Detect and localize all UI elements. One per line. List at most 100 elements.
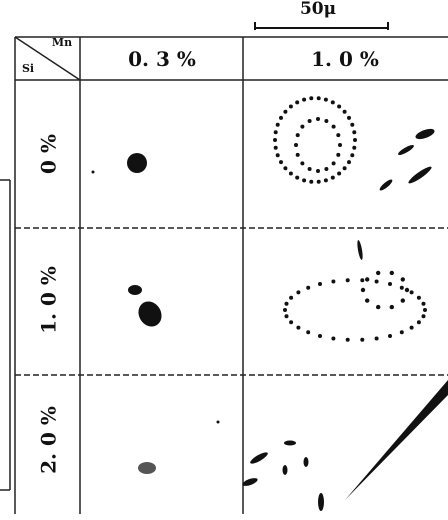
dot <box>375 280 379 284</box>
scale-bar-label: 50μ <box>300 0 336 19</box>
dot <box>276 153 280 157</box>
dot <box>390 305 394 309</box>
dot <box>331 337 335 341</box>
dot <box>316 117 320 121</box>
dot <box>283 308 287 312</box>
dot <box>401 298 405 302</box>
dot <box>283 166 287 170</box>
dot <box>289 296 293 300</box>
dot <box>388 282 392 286</box>
dot <box>417 320 421 324</box>
dot <box>302 178 306 182</box>
dot <box>300 125 304 129</box>
dot <box>401 277 405 281</box>
dot <box>388 334 392 338</box>
dot <box>294 143 298 147</box>
dot <box>296 153 300 157</box>
dot <box>289 320 293 324</box>
dot <box>331 176 335 180</box>
dot <box>317 180 321 184</box>
dot <box>365 298 369 302</box>
dot <box>346 338 350 342</box>
row-header: 1. 0 % <box>37 266 61 334</box>
dot <box>337 105 341 109</box>
dot <box>336 153 340 157</box>
dot <box>283 110 287 114</box>
dot <box>376 305 380 309</box>
dot <box>285 314 289 318</box>
dot <box>365 277 369 281</box>
dot <box>318 282 322 286</box>
dot <box>296 290 300 294</box>
dot <box>361 288 365 292</box>
dot <box>302 98 306 102</box>
row-header: 0 % <box>37 134 61 174</box>
dot <box>338 143 342 147</box>
dot <box>289 105 293 109</box>
dot <box>274 130 278 134</box>
dot <box>360 278 364 282</box>
dot <box>308 119 312 123</box>
dot <box>318 334 322 338</box>
dot <box>295 176 299 180</box>
dot <box>353 138 357 142</box>
dot <box>331 100 335 104</box>
dot <box>332 125 336 129</box>
dot <box>337 172 341 176</box>
dot <box>289 172 293 176</box>
dot <box>343 166 347 170</box>
dot <box>390 271 394 275</box>
dot <box>352 130 356 134</box>
micrograph <box>92 127 448 511</box>
dot <box>423 308 427 312</box>
dot <box>279 160 283 164</box>
dot <box>324 119 328 123</box>
dot <box>360 338 364 342</box>
dot <box>295 100 299 104</box>
dot <box>331 280 335 284</box>
dot <box>347 160 351 164</box>
dot <box>332 161 336 165</box>
dot <box>273 138 277 142</box>
dot <box>300 161 304 165</box>
bracket <box>0 180 10 490</box>
column-header: 0. 3 % <box>128 47 196 71</box>
dot <box>296 326 300 330</box>
dot <box>422 302 426 306</box>
dot <box>309 96 313 100</box>
dot <box>375 337 379 341</box>
micrograph-dots <box>273 96 427 342</box>
dot <box>422 314 426 318</box>
dot <box>316 169 320 173</box>
dot <box>306 330 310 334</box>
dot <box>352 146 356 150</box>
dot <box>347 116 351 120</box>
dot <box>309 180 313 184</box>
dot <box>410 290 414 294</box>
grid <box>15 37 448 514</box>
dot <box>400 286 404 290</box>
dot <box>306 286 310 290</box>
dot <box>276 123 280 127</box>
dot <box>324 98 328 102</box>
mn-label: Mn <box>52 36 72 49</box>
column-header: 1. 0 % <box>311 47 379 71</box>
dot <box>317 96 321 100</box>
dot <box>343 110 347 114</box>
row-header: 2. 0 % <box>37 406 61 474</box>
dot <box>376 271 380 275</box>
si-label: Si <box>22 62 34 75</box>
dot <box>279 116 283 120</box>
dot <box>400 330 404 334</box>
dot <box>336 133 340 137</box>
dot <box>324 167 328 171</box>
dot <box>410 326 414 330</box>
dot <box>324 178 328 182</box>
dot <box>350 123 354 127</box>
dot <box>285 302 289 306</box>
dot <box>417 296 421 300</box>
dot <box>405 288 409 292</box>
dot <box>274 146 278 150</box>
dot <box>346 278 350 282</box>
